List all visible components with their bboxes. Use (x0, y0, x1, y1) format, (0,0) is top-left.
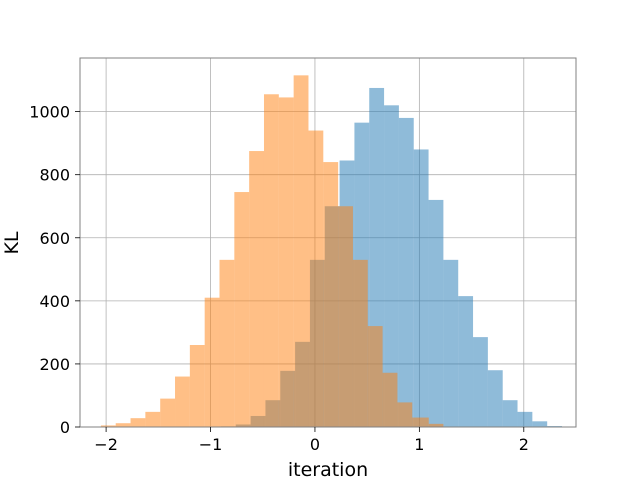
x-tick-label: 1 (414, 435, 424, 454)
histogram-bar (219, 259, 235, 427)
histogram-bar (308, 130, 324, 428)
histogram-bar (384, 105, 399, 428)
histogram-bar (293, 75, 309, 427)
histogram-bar (502, 400, 518, 427)
histogram-bar (412, 417, 429, 427)
y-tick-label: 0 (60, 418, 70, 437)
y-tick-label: 800 (39, 166, 70, 185)
histogram-bar (428, 423, 444, 427)
histogram-bar (145, 411, 161, 427)
histogram-bar (532, 421, 548, 427)
histogram-bars (100, 75, 563, 428)
histogram-bar (458, 296, 474, 427)
histogram-bar (100, 425, 116, 427)
x-axis-label: iteration (288, 459, 368, 480)
y-axis-label: KL (1, 231, 23, 254)
histogram-bar (443, 259, 459, 427)
y-tick-label: 200 (39, 355, 70, 374)
histogram-bar (338, 206, 353, 427)
histogram-bar (413, 149, 429, 427)
histogram-bar (323, 162, 339, 428)
histogram-bar (130, 418, 146, 427)
x-tick-label: −1 (199, 435, 223, 454)
y-tick-label: 600 (39, 229, 70, 248)
y-tick-label: 400 (39, 292, 70, 311)
histogram-bar (352, 259, 368, 427)
histogram-bar (367, 326, 383, 427)
histogram-bar (249, 151, 264, 428)
histogram-bar (487, 370, 503, 427)
histogram-bar (263, 94, 279, 428)
x-tick-label: 0 (310, 435, 320, 454)
axis-ticks: −2 −1 0 1 2 0 200 400 600 800 1000 (29, 103, 529, 454)
histogram-bar (234, 192, 250, 427)
histogram-bar (382, 372, 398, 427)
plot-area-frame (79, 57, 577, 428)
histogram-bar (517, 411, 533, 427)
histogram-bar (278, 97, 294, 427)
histogram-bar (428, 199, 444, 427)
x-tick-label: 2 (519, 435, 529, 454)
histogram-bar (204, 297, 220, 427)
histogram-bar (473, 337, 488, 427)
histogram-bar (115, 423, 131, 427)
histogram-bar (397, 402, 413, 427)
histogram-bar (160, 398, 176, 427)
y-tick-label: 1000 (29, 103, 70, 122)
histogram-bar (175, 376, 190, 427)
histogram-bar (189, 345, 205, 427)
x-tick-label: −2 (94, 435, 118, 454)
histogram-bar (398, 117, 414, 427)
